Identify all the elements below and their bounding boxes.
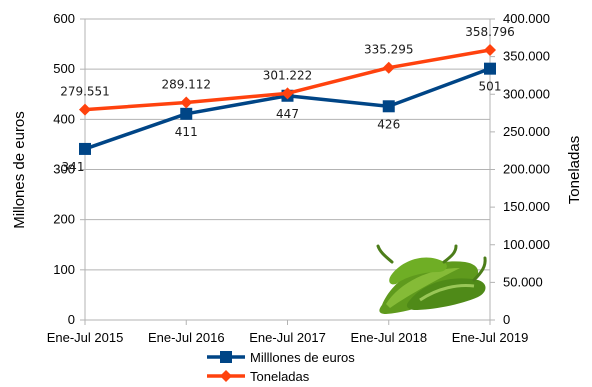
right-tick-label: 50.000 [503,274,543,289]
series-layer: 341 411 447 426 501 279.551 289.112 301.222 335.… [60,25,515,174]
data-point [484,62,496,75]
green-peppers-image [376,244,487,314]
right-tick-label: 400.000 [503,11,550,26]
data-label: 341 [62,160,85,174]
data-label: 335.295 [364,43,414,57]
legend-item: Toneladas [207,369,310,384]
right-tick-label: 100.000 [503,237,550,252]
data-point [180,96,193,109]
x-tick-label: Ene-Jul 2017 [249,330,326,345]
right-tick-label: 350.000 [503,49,550,64]
data-point [382,100,395,113]
data-point [484,44,496,57]
right-axis-ticks: 0 50.000 100.000 150.000 200.000 250.000 300.0… [503,11,550,327]
right-tick-label: 0 [503,312,510,327]
grid-lines [85,18,490,321]
data-point [281,87,294,100]
legend-label: Milllones de euros [250,350,355,365]
data-label: 501 [479,80,502,94]
left-tick-label: 300 [53,162,75,177]
left-tick-label: 600 [53,11,75,26]
x-tick-label: Ene-Jul 2018 [350,330,427,345]
data-point [382,61,395,74]
left-axis-ticks: 0 100 200 300 400 500 600 [53,11,75,327]
right-tick-label: 300.000 [503,86,550,101]
data-label: 358.796 [465,25,515,39]
right-tick-label: 250.000 [503,124,550,139]
left-tick-label: 400 [53,111,75,126]
legend-item: Milllones de euros [207,350,355,365]
data-point [79,142,91,155]
left-axis-title: Millones de euros [11,111,28,229]
data-label: 289.112 [161,77,211,91]
data-point [180,107,193,120]
x-axis-ticks: Ene-Jul 2015 Ene-Jul 2016 Ene-Jul 2017 Ene-… [47,330,529,345]
x-tick-label: Ene-Jul 2019 [452,330,529,345]
series-toneladas: 279.551 289.112 301.222 335.295 358.796 [60,25,515,116]
x-tick-label: Ene-Jul 2016 [148,330,225,345]
data-label: 279.551 [60,85,110,99]
x-tick-label: Ene-Jul 2015 [47,330,124,345]
legend-marker [220,370,232,382]
left-tick-label: 200 [53,212,75,227]
data-label: 447 [276,107,299,121]
data-point [79,103,91,116]
legend: Milllones de euros Toneladas [207,350,355,384]
legend-marker [220,351,232,363]
right-axis-title: Toneladas [566,136,583,204]
left-tick-label: 500 [53,61,75,76]
left-tick-label: 100 [53,262,75,277]
left-tick-label: 0 [68,312,75,327]
data-label: 411 [175,125,198,139]
legend-label: Toneladas [250,369,310,384]
data-label: 426 [377,117,400,131]
right-tick-label: 200.000 [503,162,550,177]
right-tick-label: 150.000 [503,199,550,214]
data-label: 301.222 [263,68,313,82]
